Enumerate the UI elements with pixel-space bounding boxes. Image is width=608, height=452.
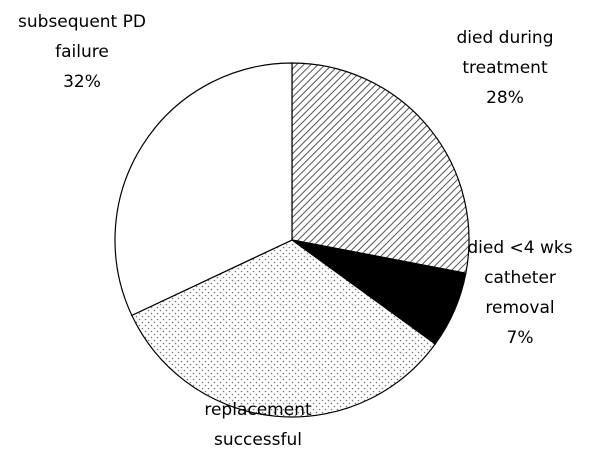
slice-label: failure — [55, 42, 109, 62]
slice-value: 32% — [63, 72, 101, 92]
slice-label: replacement — [204, 400, 312, 420]
slice-label: died during — [456, 28, 553, 48]
pie-slice — [114, 62, 293, 317]
slice-label: subsequent PD — [18, 12, 146, 32]
slice-label: catheter — [484, 268, 556, 288]
slice-value: 7% — [507, 328, 534, 348]
slice-label: removal — [485, 298, 554, 318]
pie-slice — [131, 239, 437, 418]
slice-label: treatment — [462, 58, 548, 78]
pie-slice — [291, 62, 470, 274]
slice-label: died <4 wks — [467, 238, 572, 258]
slice-label: successful — [214, 430, 302, 450]
slice-value: 28% — [486, 88, 524, 108]
